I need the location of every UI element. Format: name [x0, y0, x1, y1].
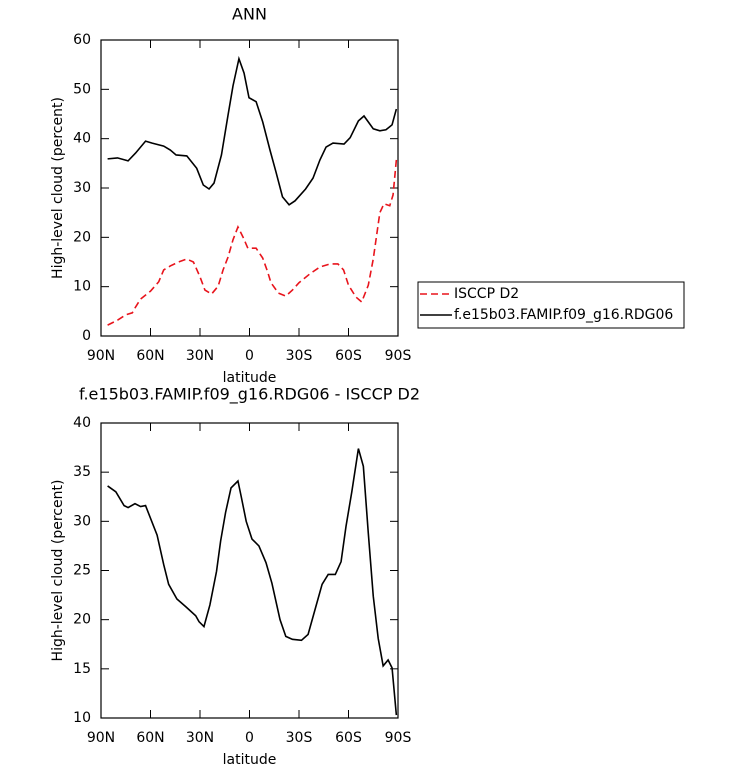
y-tick-label: 40 [73, 415, 91, 431]
y-tick-label: 0 [82, 328, 91, 344]
y-tick-label: 35 [73, 464, 91, 480]
y-tick-label: 10 [73, 279, 91, 295]
y-tick-label: 25 [73, 563, 91, 579]
data-line [107, 159, 398, 326]
y-tick-label: 15 [73, 661, 91, 677]
y-tick-label: 10 [73, 710, 91, 726]
x-tick-label: 90N [87, 348, 115, 364]
x-tick-label: 90S [385, 348, 412, 364]
y-tick-label: 20 [73, 612, 91, 628]
x-axis-label: latitude [223, 752, 277, 768]
x-tick-label: 0 [245, 730, 254, 746]
x-tick-label: 60S [335, 348, 362, 364]
x-tick-label: 90S [385, 730, 412, 746]
data-line [107, 55, 398, 206]
y-axis-label: High-level cloud (percent) [50, 480, 66, 662]
x-tick-label: 30S [286, 348, 313, 364]
y-tick-label: 40 [73, 131, 91, 147]
x-tick-label: 30N [186, 348, 214, 364]
x-tick-label: 0 [245, 348, 254, 364]
x-tick-label: 60N [136, 348, 164, 364]
legend-label: ISCCP D2 [454, 286, 519, 302]
x-tick-label: 30N [186, 730, 214, 746]
y-tick-label: 30 [73, 180, 91, 196]
y-tick-label: 50 [73, 81, 91, 97]
x-tick-label: 60S [335, 730, 362, 746]
data-line [107, 448, 398, 716]
y-tick-label: 20 [73, 229, 91, 245]
legend-box [417, 281, 685, 329]
legend-label: f.e15b03.FAMIP.f09_g16.RDG06 [454, 307, 673, 323]
chart-title: ANN [232, 5, 267, 24]
chart-title: f.e15b03.FAMIP.f09_g16.RDG06 - ISCCP D2 [79, 385, 420, 405]
y-tick-label: 30 [73, 513, 91, 529]
y-tick-label: 60 [73, 32, 91, 48]
y-axis-label: High-level cloud (percent) [50, 97, 66, 279]
x-tick-label: 90N [87, 730, 115, 746]
plot-frame [100, 422, 399, 719]
x-tick-label: 60N [136, 730, 164, 746]
x-tick-label: 30S [286, 730, 313, 746]
x-axis-label: latitude [223, 370, 277, 386]
